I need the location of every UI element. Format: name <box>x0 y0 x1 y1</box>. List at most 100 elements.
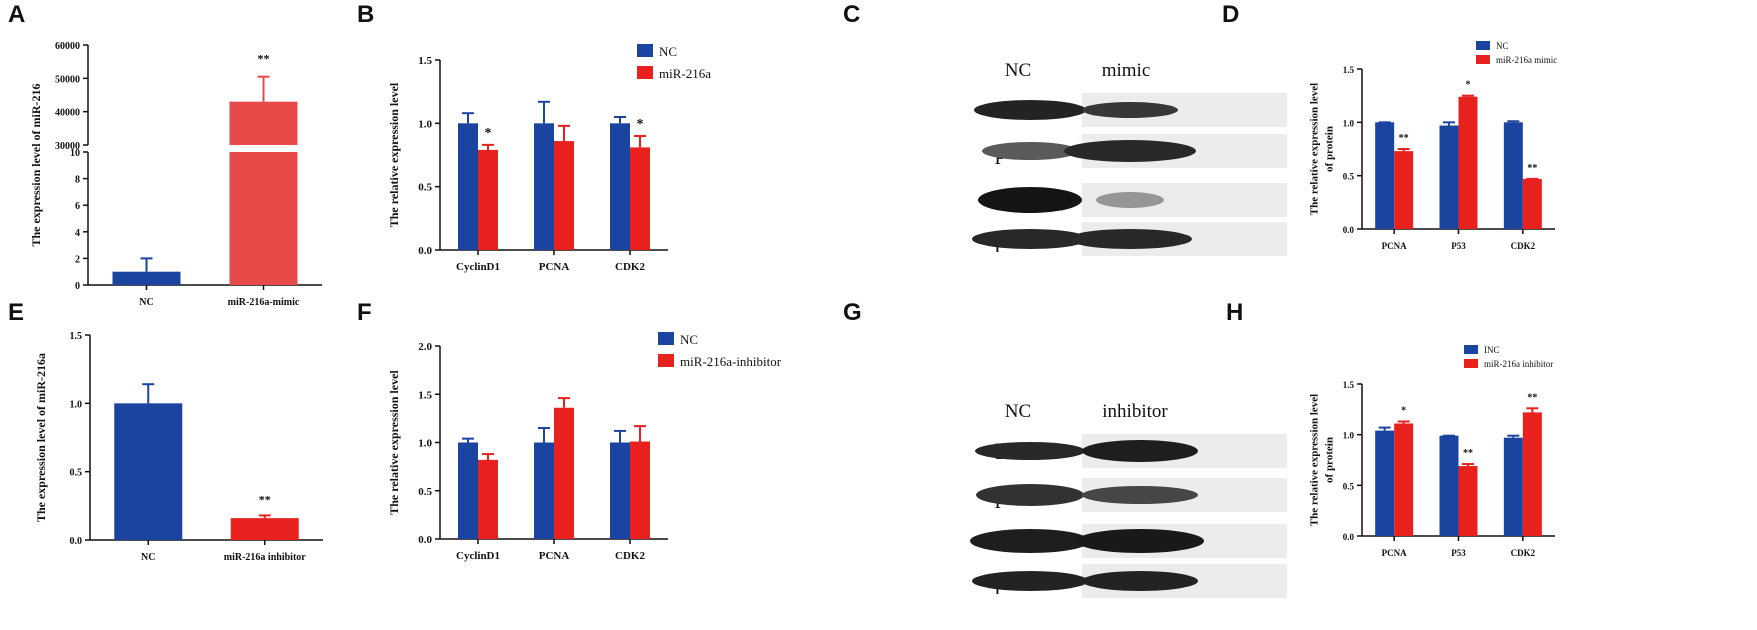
x-tick-label: NC <box>141 552 155 563</box>
bar-nc <box>610 442 630 539</box>
chart-panel-b: 0.0 0.5 1.0 1.5 The relative expression leve… <box>387 44 711 273</box>
panel-letter-h: H <box>1226 299 1243 326</box>
x-tick-label: PCNA <box>539 261 570 273</box>
bar-treatment <box>1394 151 1414 229</box>
blot-band <box>1096 192 1164 208</box>
y-tick-label: 8 <box>75 175 80 186</box>
legend-label: NC <box>1496 41 1509 51</box>
x-tick-label: NC <box>139 297 153 308</box>
significance-marker: ** <box>259 492 271 506</box>
y-tick-label: 0.5 <box>418 486 432 498</box>
bar-treatment <box>1522 412 1542 536</box>
chart-panel-d: 0.0 0.5 1.0 1.5 The relative expression leve… <box>1309 41 1557 251</box>
error-bar <box>482 453 494 460</box>
x-tick-label: CyclinD1 <box>456 261 500 273</box>
error-bar <box>1397 420 1410 424</box>
y-axis-label: of protein <box>1324 126 1336 172</box>
x-tick-label: CDK2 <box>615 261 645 273</box>
error-bar <box>257 75 270 102</box>
blot-band <box>982 142 1078 160</box>
error-bar <box>140 257 153 272</box>
error-bar <box>1462 94 1474 97</box>
panel-letter-c: C <box>843 1 860 28</box>
legend-swatch <box>1464 345 1478 354</box>
y-tick-label: 0.5 <box>418 182 432 194</box>
significance-marker: ** <box>1527 163 1537 174</box>
legend-label: miR-216a inhibitor <box>1484 359 1553 369</box>
panel-letter-b: B <box>357 1 374 28</box>
error-bar <box>1397 148 1410 152</box>
error-bar <box>1378 426 1391 431</box>
bar-treatment <box>630 147 650 250</box>
y-axis-label: The relative expression level <box>387 82 401 227</box>
x-tick-label: CyclinD1 <box>456 550 500 562</box>
x-tick-label: PCNA <box>1382 548 1407 558</box>
bar-treatment <box>1458 466 1478 536</box>
legend-label: miR-216a <box>659 66 711 81</box>
y-tick-label: 0.5 <box>1343 172 1355 182</box>
x-tick-label: miR-216a inhibitor <box>224 552 307 563</box>
chart-panel-f: 0.0 0.5 1.0 1.5 2.0 The relative expression l… <box>387 332 782 562</box>
legend-label: miR-216a-inhibitor <box>680 354 782 369</box>
y-tick-label: 1.0 <box>418 118 432 130</box>
y-tick-label: 2 <box>75 254 80 265</box>
bar <box>230 518 299 540</box>
blot-band <box>972 229 1088 249</box>
y-tick-label: 6 <box>75 201 80 212</box>
blot-band <box>1082 440 1198 462</box>
significance-marker: ** <box>1527 392 1537 403</box>
bar-treatment <box>1458 96 1478 229</box>
blot-band <box>1082 102 1178 118</box>
error-bar <box>538 427 550 443</box>
x-tick-label: miR-216a-mimic <box>228 297 300 308</box>
y-tick-label: 1.0 <box>1343 118 1355 128</box>
panel-letter-d: D <box>1222 1 1239 28</box>
bar-treatment <box>478 459 498 539</box>
error-bar <box>258 514 271 519</box>
y-tick-label: 4 <box>75 228 80 239</box>
panel-letter-e: E <box>8 299 24 326</box>
y-tick-label: 2.0 <box>418 341 432 353</box>
blot-band <box>1076 529 1204 553</box>
y-tick-label: 40000 <box>55 108 80 119</box>
bar-nc <box>1375 430 1395 536</box>
legend-label: NC <box>659 44 677 59</box>
chart-panel-e: 0.0 0.5 1.0 1.5 The expression level of miR-… <box>34 331 323 563</box>
x-tick-label: PCNA <box>539 550 570 562</box>
error-bar <box>614 429 626 443</box>
bar-nc <box>534 123 554 250</box>
y-tick-label: 1.5 <box>1343 380 1355 390</box>
bar-nc <box>458 442 478 539</box>
error-bar <box>462 437 474 443</box>
error-bar <box>482 143 494 150</box>
legend-swatch <box>637 66 653 79</box>
y-axis-label: The relative expression level <box>1309 83 1321 216</box>
chart-panel-h: 0.0 0.5 1.0 1.5 The relative expression leve… <box>1309 345 1555 558</box>
error-bar <box>462 112 474 124</box>
legend-swatch <box>637 44 653 57</box>
blot-band <box>1082 571 1198 591</box>
x-tick-label: CDK2 <box>1511 241 1536 251</box>
error-bar <box>558 124 570 142</box>
blot-band <box>1082 486 1198 504</box>
bar-treatment <box>1394 423 1414 536</box>
error-bar <box>1462 463 1474 467</box>
bar-nc <box>1375 122 1395 229</box>
significance-marker: * <box>1401 405 1406 416</box>
bar-nc <box>534 442 554 539</box>
error-bar <box>614 116 626 124</box>
bar-nc <box>458 123 478 250</box>
error-bar <box>1507 120 1520 123</box>
error-bar <box>634 425 646 442</box>
legend-swatch <box>1476 55 1490 64</box>
y-tick-label: 0.5 <box>70 468 83 479</box>
error-bar <box>142 383 155 404</box>
blot-column-label: NC <box>1005 60 1031 81</box>
blot-band <box>972 571 1088 591</box>
x-tick-label: P53 <box>1451 548 1466 558</box>
bar-treatment <box>554 141 574 250</box>
error-bar <box>1507 434 1520 438</box>
significance-marker: ** <box>1399 133 1409 144</box>
blot-band <box>978 187 1082 213</box>
y-tick-label: 1.5 <box>418 55 432 67</box>
